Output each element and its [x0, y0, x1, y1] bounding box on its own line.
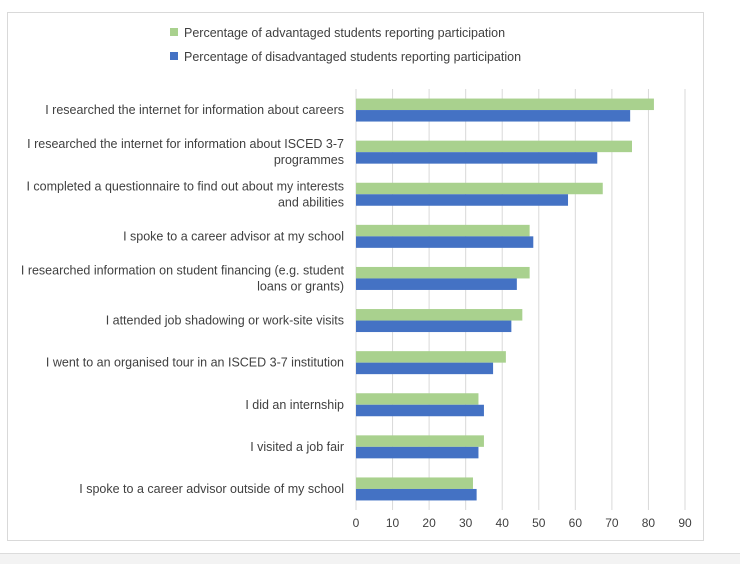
category-label-7: I did an internship [245, 398, 344, 412]
legend-label-0: Percentage of advantaged students report… [184, 26, 505, 40]
bar-advantaged-4 [356, 266, 530, 279]
x-tick-label-40: 40 [496, 516, 510, 530]
window-bottom-edge [0, 553, 740, 564]
x-tick-label-20: 20 [422, 516, 436, 530]
bar-disadvantaged-2 [356, 194, 569, 206]
category-labels: I researched the internet for informatio… [21, 103, 345, 496]
bar-advantaged-9 [356, 477, 473, 489]
chart-frame: Percentage of advantaged students report… [7, 12, 704, 541]
category-label-0: I researched the internet for informatio… [45, 103, 344, 117]
bar-advantaged-2 [356, 182, 603, 195]
bar-disadvantaged-5 [356, 320, 512, 333]
bar-disadvantaged-4 [356, 278, 517, 290]
category-label-3: I spoke to a career advisor at my school [123, 229, 344, 243]
x-tick-label-10: 10 [386, 516, 400, 530]
category-label-2-line-1: and abilities [278, 195, 344, 209]
bar-disadvantaged-0 [356, 110, 631, 122]
category-label-8: I visited a job fair [250, 440, 344, 454]
category-label-1-line-1: programmes [274, 153, 344, 167]
category-label-9: I spoke to a career advisor outside of m… [79, 482, 344, 496]
legend-swatch-0 [170, 28, 178, 36]
bar-chart: Percentage of advantaged students report… [21, 26, 692, 530]
bar-advantaged-7 [356, 393, 479, 405]
legend-swatch-1 [170, 52, 178, 60]
category-label-1-line-0: I researched the internet for informatio… [27, 137, 344, 151]
x-tick-label-90: 90 [678, 516, 692, 530]
legend: Percentage of advantaged students report… [170, 26, 521, 64]
legend-label-1: Percentage of disadvantaged students rep… [184, 50, 521, 64]
x-tick-label-0: 0 [353, 516, 360, 530]
bar-advantaged-3 [356, 224, 530, 237]
category-label-2-line-0: I completed a questionnaire to find out … [26, 179, 344, 193]
bar-advantaged-1 [356, 140, 632, 153]
category-label-4-line-0: I researched information on student fina… [21, 263, 345, 277]
bar-disadvantaged-9 [356, 488, 477, 501]
category-label-4-line-1: loans or grants) [257, 279, 344, 293]
bar-disadvantaged-7 [356, 404, 484, 417]
bar-advantaged-6 [356, 351, 506, 363]
bar-disadvantaged-8 [356, 446, 479, 459]
x-tick-label-60: 60 [569, 516, 583, 530]
bar-disadvantaged-6 [356, 362, 494, 375]
x-tick-label-70: 70 [605, 516, 619, 530]
bar-advantaged-8 [356, 435, 484, 447]
x-axis-ticks: 0 10 20 30 40 50 60 70 80 90 [353, 516, 692, 530]
category-label-6: I went to an organised tour in an ISCED … [46, 356, 344, 370]
bar-disadvantaged-3 [356, 236, 534, 248]
bar-advantaged-0 [356, 98, 654, 111]
bar-advantaged-5 [356, 309, 523, 321]
x-tick-label-30: 30 [459, 516, 473, 530]
category-label-5: I attended job shadowing or work-site vi… [106, 314, 344, 328]
x-tick-label-80: 80 [642, 516, 656, 530]
bars [356, 98, 654, 501]
bar-disadvantaged-1 [356, 152, 598, 164]
x-tick-label-50: 50 [532, 516, 546, 530]
